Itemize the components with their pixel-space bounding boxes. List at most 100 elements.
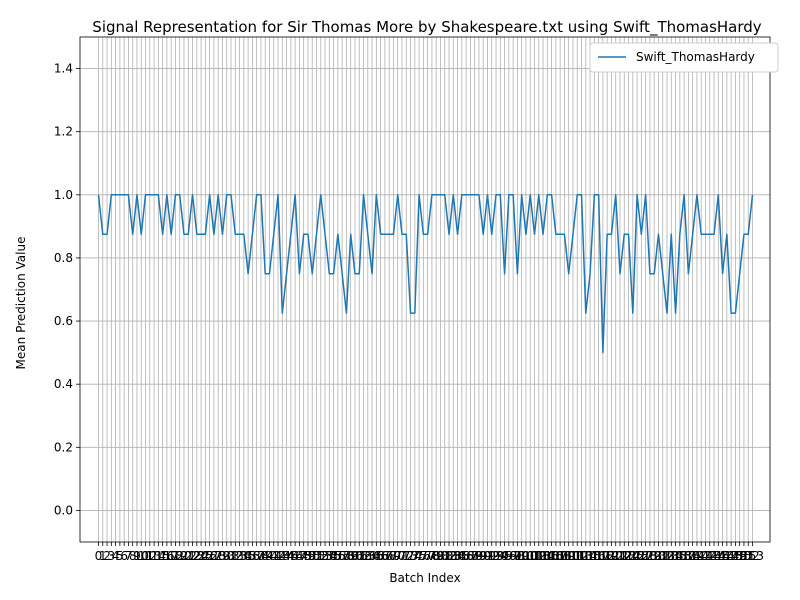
x-tick-label: 90 xyxy=(476,549,491,563)
x-tick-label: 52 xyxy=(313,549,328,563)
x-tick-label: 61 xyxy=(352,549,367,563)
x-tick-label: 49 xyxy=(300,549,315,563)
y-tick-label: 0.0 xyxy=(54,503,73,517)
x-tick-label: 35 xyxy=(240,549,255,563)
x-tick-label: 12 xyxy=(142,549,157,563)
x-tick-label: 81 xyxy=(437,549,452,563)
x-tick-label: 99 xyxy=(514,549,529,563)
x-tick-label: 130 xyxy=(643,549,666,563)
x-tick-label: 24 xyxy=(193,549,208,563)
x-tick-label: 111 xyxy=(562,549,585,563)
x-tick-label: 29 xyxy=(215,549,230,563)
x-tick-label: 6 xyxy=(120,549,128,563)
x-tick-label: 53 xyxy=(317,549,332,563)
x-tick-label: 114 xyxy=(574,549,597,563)
x-tick-label: 11 xyxy=(138,549,153,563)
x-tick-label: 45 xyxy=(283,549,298,563)
x-tick-label: 105 xyxy=(536,549,559,563)
x-tick-label: 109 xyxy=(553,549,576,563)
x-tick-label: 23 xyxy=(189,549,204,563)
x-tick-label: 106 xyxy=(540,549,563,563)
x-tick-label: 44 xyxy=(279,549,294,563)
x-tick-label: 121 xyxy=(604,549,627,563)
x-tick-label: 20 xyxy=(176,549,191,563)
x-tick-label: 150 xyxy=(728,549,751,563)
x-tick-label: 124 xyxy=(617,549,640,563)
x-tick-label: 127 xyxy=(630,549,653,563)
x-tick-label: 141 xyxy=(690,549,713,563)
y-tick-label: 0.4 xyxy=(54,377,73,391)
y-tick-label: 0.6 xyxy=(54,314,73,328)
x-tick-label: 140 xyxy=(685,549,708,563)
x-tick-label: 144 xyxy=(703,549,726,563)
x-tick-label: 41 xyxy=(266,549,281,563)
x-tick-label: 56 xyxy=(330,549,345,563)
grid xyxy=(80,37,770,542)
x-tick-label: 62 xyxy=(356,549,371,563)
x-tick-label: 102 xyxy=(523,549,546,563)
x-tick-label: 92 xyxy=(484,549,499,563)
x-tick-label: 30 xyxy=(219,549,234,563)
x-tick-label: 43 xyxy=(275,549,290,563)
x-tick-label: 97 xyxy=(505,549,520,563)
x-tick-label: 82 xyxy=(441,549,456,563)
legend-label: Swift_ThomasHardy xyxy=(636,50,755,64)
x-tick-label: 123 xyxy=(613,549,636,563)
x-tick-label: 38 xyxy=(253,549,268,563)
x-tick-label: 13 xyxy=(146,549,161,563)
x-tick-label: 110 xyxy=(557,549,580,563)
x-tick-label: 32 xyxy=(228,549,243,563)
x-tick-label: 59 xyxy=(343,549,358,563)
x-tick-label: 131 xyxy=(647,549,670,563)
x-tick-label: 0 xyxy=(95,549,103,563)
x-tick-label: 27 xyxy=(206,549,221,563)
x-tick-label: 1 xyxy=(99,549,107,563)
x-tick-label: 128 xyxy=(634,549,657,563)
x-tick-label: 87 xyxy=(463,549,478,563)
x-tick-label: 10 xyxy=(134,549,149,563)
x-tick-label: 14 xyxy=(151,549,166,563)
x-tick-label: 149 xyxy=(724,549,747,563)
x-tick-label: 39 xyxy=(258,549,273,563)
x-tick-label: 33 xyxy=(232,549,247,563)
x-tick-label: 64 xyxy=(364,549,379,563)
x-tick-label: 47 xyxy=(292,549,307,563)
x-tick-label: 65 xyxy=(369,549,384,563)
x-tick-label: 93 xyxy=(488,549,503,563)
y-axis-label: Mean Prediction Value xyxy=(14,237,28,370)
x-tick-label: 135 xyxy=(664,549,687,563)
x-tick-label: 85 xyxy=(454,549,469,563)
x-tick-label: 137 xyxy=(673,549,696,563)
x-tick-label: 15 xyxy=(155,549,170,563)
x-tick-label: 60 xyxy=(347,549,362,563)
x-tick-label: 133 xyxy=(656,549,679,563)
x-tick-label: 74 xyxy=(407,549,422,563)
x-tick-label: 28 xyxy=(211,549,226,563)
x-tick-label: 108 xyxy=(549,549,572,563)
x-tick-label: 80 xyxy=(433,549,448,563)
x-tick-label: 151 xyxy=(732,549,755,563)
x-tick-label: 117 xyxy=(587,549,610,563)
x-tick-label: 112 xyxy=(566,549,589,563)
x-tick-label: 138 xyxy=(677,549,700,563)
x-tick-label: 72 xyxy=(399,549,414,563)
x-tick-label: 2 xyxy=(103,549,111,563)
x-tick-label: 76 xyxy=(416,549,431,563)
x-tick-label: 152 xyxy=(737,549,760,563)
x-tick-label: 57 xyxy=(335,549,350,563)
x-tick-label: 46 xyxy=(287,549,302,563)
x-tick-label: 34 xyxy=(236,549,251,563)
x-tick-label: 67 xyxy=(377,549,392,563)
x-tick-label: 66 xyxy=(373,549,388,563)
x-tick-label: 125 xyxy=(621,549,644,563)
x-tick-label: 16 xyxy=(159,549,174,563)
x-tick-label: 143 xyxy=(698,549,721,563)
x-tick-label: 73 xyxy=(403,549,418,563)
x-tick-label: 116 xyxy=(583,549,606,563)
x-tick-label: 19 xyxy=(172,549,187,563)
x-tick-label: 26 xyxy=(202,549,217,563)
x-tick-label: 148 xyxy=(720,549,743,563)
x-tick-label: 96 xyxy=(501,549,516,563)
x-tick-label: 79 xyxy=(429,549,444,563)
